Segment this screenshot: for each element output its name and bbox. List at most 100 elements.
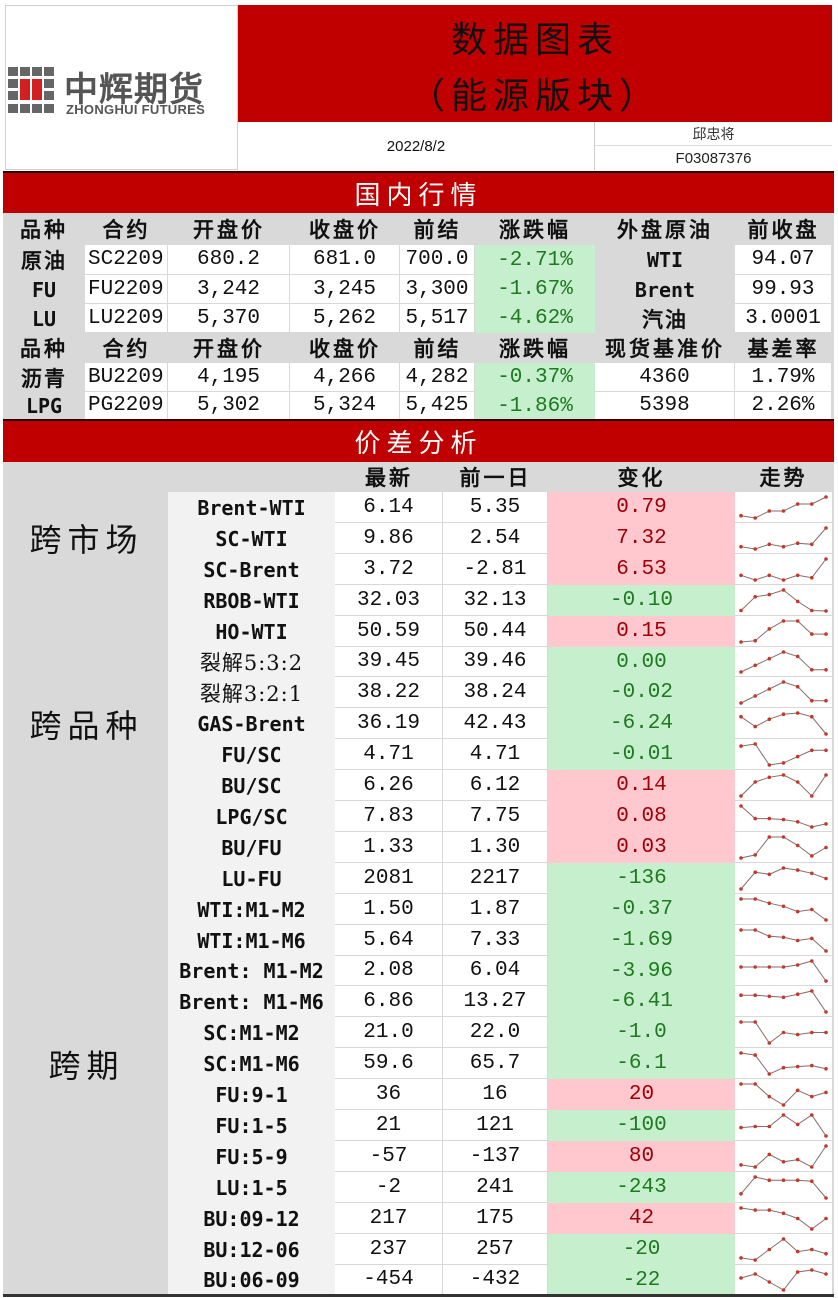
column-header: 前收盘 xyxy=(747,217,820,242)
sparkline-chart-icon xyxy=(739,1206,828,1231)
column-header: 开盘价 xyxy=(193,336,265,361)
change-pct: -4.62% xyxy=(475,304,595,333)
spread-latest: 36.19 xyxy=(335,708,443,739)
contract-code: BU2209 xyxy=(85,363,168,392)
trend-sparkline xyxy=(735,677,832,708)
sparkline-chart-icon xyxy=(739,619,828,644)
spread-change: 0.79 xyxy=(548,492,735,523)
sparkline-chart-icon xyxy=(739,1082,828,1107)
spread-change: 80 xyxy=(548,1141,735,1172)
spread-prev: 1.30 xyxy=(443,832,548,863)
prev-settle: 700.0 xyxy=(400,245,475,275)
close-price: 681.0 xyxy=(290,245,400,275)
spread-latest: 3.72 xyxy=(335,554,443,585)
spread-latest: 1.33 xyxy=(335,832,443,863)
spread-prev: 1.87 xyxy=(443,894,548,925)
trend-sparkline xyxy=(735,647,832,677)
spread-name: HO-WTI xyxy=(215,619,288,644)
trend-sparkline xyxy=(735,1141,832,1172)
spread-latest: 7.83 xyxy=(335,801,443,832)
column-header: 前一日 xyxy=(459,465,532,490)
sparkline-chart-icon xyxy=(739,1051,828,1076)
spread-prev: 2217 xyxy=(443,863,548,894)
spread-change: -100 xyxy=(548,1110,735,1141)
spread-name: WTI:M1-M6 xyxy=(197,928,306,953)
spread-prev: 7.33 xyxy=(443,925,548,956)
spread-change: 0.03 xyxy=(548,832,735,863)
basis-rate: 2.26% xyxy=(735,392,832,420)
spread-name: Brent-WTI xyxy=(197,495,306,520)
trend-sparkline xyxy=(735,986,832,1017)
section-title-domestic: 国内行情 xyxy=(3,171,834,213)
spread-name: LPG/SC xyxy=(215,804,288,829)
column-header: 合约 xyxy=(102,336,151,361)
sparkline-chart-icon xyxy=(739,1175,828,1200)
spread-latest: 59.6 xyxy=(335,1048,443,1079)
spread-prev: 16 xyxy=(443,1079,548,1110)
contract-code: SC2209 xyxy=(85,245,168,275)
spread-change: 0.08 xyxy=(548,801,735,832)
trend-sparkline xyxy=(735,739,832,770)
spread-change: -1.69 xyxy=(548,925,735,956)
spread-name: SC-Brent xyxy=(203,557,300,582)
spread-change: 7.32 xyxy=(548,523,735,554)
spread-latest: -454 xyxy=(335,1265,443,1295)
spread-category-label: 跨市场 xyxy=(29,521,144,560)
trend-sparkline xyxy=(735,1110,832,1141)
logo-text-en: ZHONGHUI FUTURES xyxy=(66,102,206,117)
spread-prev: 38.24 xyxy=(443,677,548,708)
prev-settle: 4,282 xyxy=(400,363,475,392)
spread-name: BU:06-09 xyxy=(203,1268,300,1292)
spread-change: 0.14 xyxy=(548,770,735,801)
sparkline-chart-icon xyxy=(739,711,828,736)
spread-prev: 175 xyxy=(443,1203,548,1234)
open-price: 5,302 xyxy=(168,392,290,420)
logo-cell xyxy=(5,5,238,170)
change-pct: -1.86% xyxy=(475,392,595,420)
column-header: 现货基准价 xyxy=(605,336,725,361)
column-header: 开盘价 xyxy=(193,217,265,242)
open-price: 3,242 xyxy=(168,275,290,304)
sparkline-chart-icon xyxy=(739,959,828,983)
spread-latest: 2.08 xyxy=(335,956,443,986)
spread-prev: 257 xyxy=(443,1234,548,1265)
spread-name: SC-WTI xyxy=(215,526,288,551)
spread-prev: -432 xyxy=(443,1265,548,1295)
spread-change: 20 xyxy=(548,1079,735,1110)
spread-change: -1.0 xyxy=(548,1017,735,1048)
spread-change: -0.01 xyxy=(548,739,735,770)
spread-latest: 38.22 xyxy=(335,677,443,708)
spread-latest: 36 xyxy=(335,1079,443,1110)
spread-prev: 2.54 xyxy=(443,523,548,554)
spread-prev: 6.12 xyxy=(443,770,548,801)
bottom-border xyxy=(3,1294,834,1297)
foreign-prev-close: 94.07 xyxy=(735,245,832,275)
spread-change: 42 xyxy=(548,1203,735,1234)
spread-name: SC:M1-M6 xyxy=(203,1051,300,1076)
spread-latest: 21 xyxy=(335,1110,443,1141)
sparkline-chart-icon xyxy=(739,989,828,1014)
sparkline-chart-icon xyxy=(739,928,828,953)
spread-prev: 4.71 xyxy=(443,739,548,770)
spread-change: -6.1 xyxy=(548,1048,735,1079)
spread-prev: -2.81 xyxy=(443,554,548,585)
foreign-crude-label: WTI xyxy=(646,248,684,272)
column-header: 基差率 xyxy=(747,336,820,361)
column-header: 最新 xyxy=(365,465,413,490)
column-header: 前结 xyxy=(413,336,462,361)
sparkline-chart-icon xyxy=(739,526,828,551)
spread-prev: 6.04 xyxy=(443,956,548,986)
spread-name: BU:09-12 xyxy=(203,1206,300,1231)
column-header: 收盘价 xyxy=(309,336,381,361)
spread-latest: 5.64 xyxy=(335,925,443,956)
spread-name: Brent: M1-M6 xyxy=(179,989,324,1014)
spread-name: WTI:M1-M2 xyxy=(197,897,306,922)
contract-code: FU2209 xyxy=(85,275,168,304)
sparkline-chart-icon xyxy=(739,1268,828,1292)
spread-prev: 39.46 xyxy=(443,647,548,677)
spread-change: -243 xyxy=(548,1172,735,1203)
spread-name: LU:1-5 xyxy=(215,1175,288,1200)
spread-change: -22 xyxy=(548,1265,735,1295)
spread-latest: 217 xyxy=(335,1203,443,1234)
spread-name: Brent: M1-M2 xyxy=(179,959,324,983)
